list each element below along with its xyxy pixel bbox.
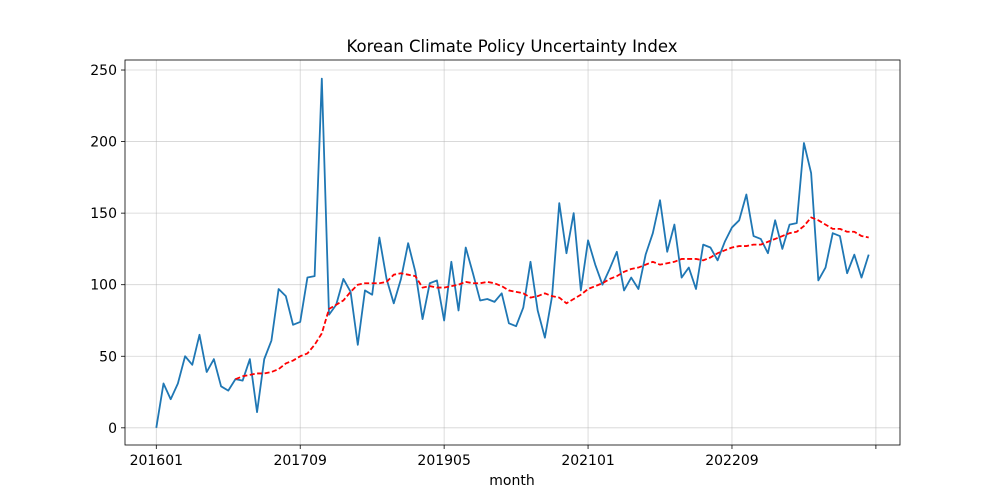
index-series-line	[155, 77, 870, 428]
x-tick-label: 201905	[417, 453, 470, 469]
y-tick-label: 200	[90, 135, 117, 151]
x-tick-label: 202101	[561, 453, 614, 469]
x-tick-label: 201601	[130, 453, 183, 469]
x-tick-label: 201709	[273, 453, 326, 469]
y-tick-label: 50	[99, 349, 117, 365]
y-tick-label: 100	[90, 278, 117, 294]
plot-frame	[124, 59, 901, 446]
axes: 201601 201709 201905 202101 202209 0 50 100 150 2…	[90, 63, 877, 469]
y-tick-label: 250	[90, 63, 117, 79]
y-tick-label: 150	[90, 206, 117, 222]
x-axis-label: month	[489, 473, 534, 489]
x-tick-label: 202209	[705, 453, 758, 469]
y-tick-label: 0	[108, 421, 117, 437]
series-layer	[155, 77, 870, 428]
chart-title: Korean Climate Policy Uncertainty Index	[347, 37, 678, 56]
gridlines	[125, 60, 900, 445]
moving-average-line	[235, 216, 869, 380]
